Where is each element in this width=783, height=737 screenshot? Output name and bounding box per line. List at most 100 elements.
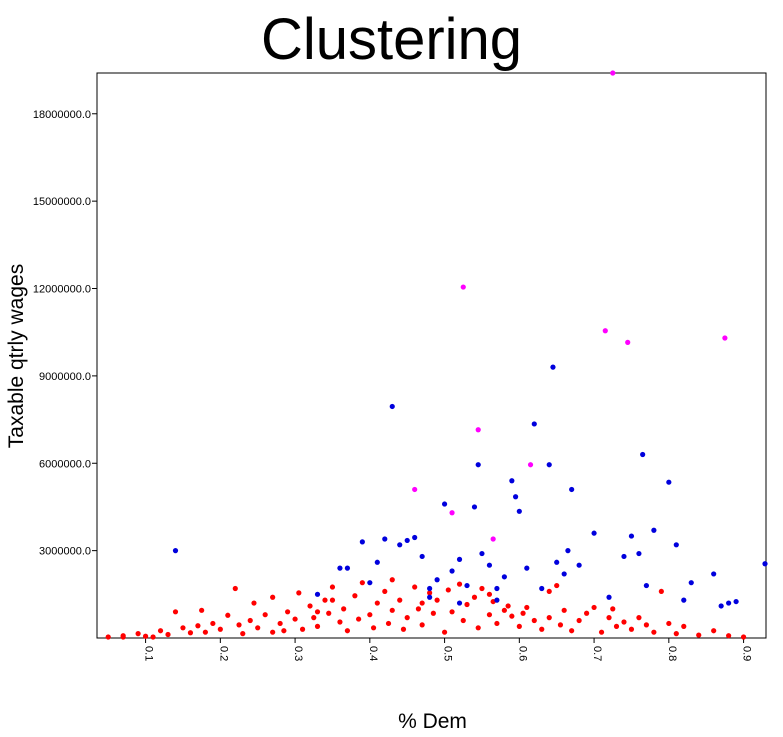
data-point-series-0 xyxy=(726,633,732,639)
data-point-series-0 xyxy=(464,601,470,608)
data-point-series-0 xyxy=(576,617,582,624)
data-point-series-1 xyxy=(359,539,365,545)
data-point-series-0 xyxy=(430,610,436,616)
data-point-series-0 xyxy=(307,603,313,609)
data-point-series-1 xyxy=(554,559,560,565)
data-point-series-0 xyxy=(202,629,208,635)
data-point-series-0 xyxy=(326,610,332,616)
data-point-series-0 xyxy=(314,609,321,615)
data-point-series-2 xyxy=(625,339,631,345)
data-point-series-0 xyxy=(232,585,238,592)
data-point-series-1 xyxy=(762,561,768,567)
data-point-series-1 xyxy=(479,550,485,557)
y-tick-label: 15000000.0 xyxy=(33,196,91,208)
data-point-series-1 xyxy=(382,536,388,542)
y-axis-label: Taxable qtrly wages xyxy=(5,263,28,449)
data-point-series-1 xyxy=(524,565,530,571)
data-point-series-1 xyxy=(434,577,440,583)
data-point-series-0 xyxy=(554,582,560,589)
data-point-series-0 xyxy=(187,630,194,636)
x-axis-label: % Dem xyxy=(398,710,467,733)
data-point-series-0 xyxy=(584,610,590,616)
data-point-series-0 xyxy=(509,613,515,619)
data-point-series-1 xyxy=(673,542,679,548)
data-point-series-0 xyxy=(367,612,373,618)
data-point-series-0 xyxy=(606,615,612,621)
data-point-series-0 xyxy=(449,609,455,615)
data-point-series-2 xyxy=(602,328,608,334)
data-point-series-1 xyxy=(389,403,395,410)
data-point-series-0 xyxy=(673,631,679,637)
data-point-series-1 xyxy=(565,548,571,554)
data-point-series-1 xyxy=(404,537,410,544)
data-point-series-0 xyxy=(681,623,687,629)
data-point-series-0 xyxy=(569,628,575,634)
data-point-series-0 xyxy=(486,591,493,597)
data-point-series-0 xyxy=(341,606,347,612)
data-point-series-1 xyxy=(509,478,515,484)
chart-title: Clustering xyxy=(260,7,523,72)
data-point-series-0 xyxy=(277,620,283,627)
data-point-series-0 xyxy=(296,590,302,596)
y-tick-label: 9000000.0 xyxy=(39,371,91,383)
y-tick-label: 6000000.0 xyxy=(39,458,91,470)
data-point-series-0 xyxy=(337,619,343,625)
data-point-series-0 xyxy=(628,626,635,632)
data-point-series-1 xyxy=(501,574,507,580)
data-point-series-0 xyxy=(404,615,410,621)
data-point-series-0 xyxy=(389,577,395,583)
data-point-series-0 xyxy=(172,609,179,615)
data-point-series-1 xyxy=(640,451,646,458)
data-point-series-0 xyxy=(314,623,321,629)
data-point-series-1 xyxy=(344,565,351,571)
data-point-series-2 xyxy=(449,510,455,516)
data-point-series-1 xyxy=(337,565,343,571)
data-point-series-0 xyxy=(165,631,171,638)
data-point-series-0 xyxy=(531,617,537,624)
data-point-series-0 xyxy=(621,619,627,625)
data-point-series-1 xyxy=(733,598,739,605)
data-point-series-2 xyxy=(460,284,466,290)
data-point-series-1 xyxy=(546,462,552,468)
data-point-series-1 xyxy=(643,582,650,589)
data-point-series-0 xyxy=(427,590,433,596)
data-point-series-0 xyxy=(150,634,156,640)
data-point-series-1 xyxy=(464,582,470,589)
data-point-series-2 xyxy=(610,70,616,76)
x-tick-label: 0.7 xyxy=(591,646,603,661)
data-point-series-0 xyxy=(270,594,276,600)
data-point-series-1 xyxy=(718,603,724,609)
data-point-series-0 xyxy=(419,600,425,606)
data-point-series-0 xyxy=(270,629,276,635)
data-point-series-0 xyxy=(352,593,358,599)
data-point-series-1 xyxy=(397,542,403,548)
x-tick-label: 0.8 xyxy=(666,646,678,661)
data-point-series-0 xyxy=(434,597,440,603)
data-point-series-0 xyxy=(299,626,306,632)
plot-frame xyxy=(96,72,767,639)
data-point-series-1 xyxy=(726,600,732,606)
data-point-series-0 xyxy=(157,628,164,634)
data-point-series-0 xyxy=(251,600,257,606)
y-tick-label: 12000000.0 xyxy=(33,284,91,296)
data-point-series-2 xyxy=(490,536,496,542)
data-point-series-1 xyxy=(449,568,455,574)
data-point-series-0 xyxy=(199,607,205,613)
data-point-series-0 xyxy=(651,629,657,635)
data-point-series-1 xyxy=(412,534,418,541)
data-point-series-1 xyxy=(456,556,463,562)
data-point-series-1 xyxy=(374,559,380,565)
data-point-series-0 xyxy=(475,625,481,631)
data-point-series-0 xyxy=(666,620,672,627)
x-axis: 0.1 0.2 0.3 0.4 0.5 0.6 0.7 0.8 0.9 xyxy=(143,638,753,661)
data-point-series-0 xyxy=(546,615,552,621)
data-point-series-0 xyxy=(479,585,485,592)
data-point-series-0 xyxy=(389,607,395,613)
data-point-series-1 xyxy=(628,533,635,539)
data-point-series-0 xyxy=(322,597,328,603)
data-point-series-0 xyxy=(505,603,511,609)
data-point-series-0 xyxy=(374,600,380,606)
data-point-series-0 xyxy=(247,617,253,624)
data-point-series-1 xyxy=(531,421,537,427)
data-points xyxy=(105,70,768,640)
